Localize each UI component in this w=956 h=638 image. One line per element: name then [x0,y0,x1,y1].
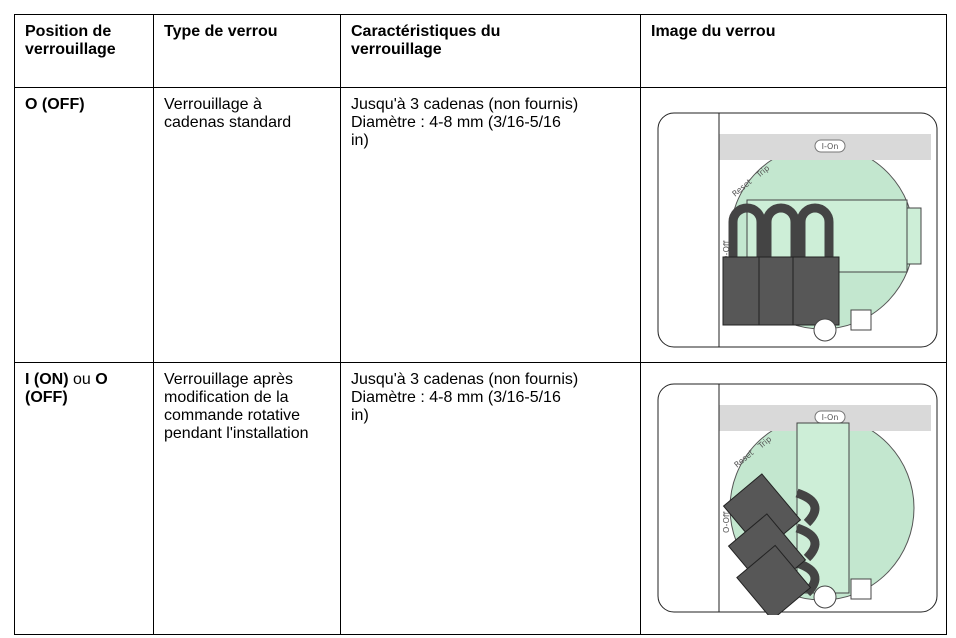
image-label: I-On [822,142,839,151]
header-cell: Caractéristiques du verrouillage [340,14,641,88]
position: O (OFF) [25,96,85,113]
header-cell: Type de verrou [153,14,341,88]
handle-tip [906,207,922,265]
feature: Jusqu'à 3 cadenas (non fournis) [351,371,579,388]
cell: Verrouillage après modification de la co… [153,362,341,635]
lock-type: Verrouillage à cadenas standard [164,96,292,131]
square [850,578,872,600]
lock-image: I-On Reset Trip O-Off [657,112,938,348]
shackles [728,203,834,262]
position: O (OFF) [25,371,108,406]
cell: Jusqu'à 3 cadenas (non fournis) Diamètre … [340,87,641,363]
image-cell: I-On Reset Trip O-Off [640,362,947,635]
lock-table: Position de verrouillage Type de verrou … [14,14,947,635]
header-row: Position de verrouillage Type de verrou … [14,14,947,88]
knob [813,318,837,342]
table-row: I (ON) ou O (OFF) Verrouillage après mod… [14,362,947,635]
cell: I (ON) ou O (OFF) [14,362,154,635]
image-label: O-Off [722,511,731,533]
square [850,309,872,331]
shackles [795,488,820,597]
padlocks [722,256,840,326]
header-cell: Image du verrou [640,14,947,88]
feature: Diamètre : 4-8 mm (3/16-5/16 in) [351,114,561,149]
cell: Jusqu'à 3 cadenas (non fournis) Diamètre … [340,362,641,635]
position: ou [73,371,91,388]
image-label: I-On [822,413,839,422]
cell: O (OFF) [14,87,154,363]
badge [814,139,846,153]
image-label: O-Off [722,240,731,262]
lock-type: Verrouillage après modification de la co… [164,371,309,442]
padlocks [722,473,812,621]
table-row: O (OFF) Verrouillage à cadenas standard … [14,87,947,363]
knob [813,585,837,609]
feature: Jusqu'à 3 cadenas (non fournis) [351,96,579,113]
image-cell: I-On Reset Trip O-Off [640,87,947,363]
position: I (ON) [25,371,69,388]
header-cell: Position de verrouillage [14,14,154,88]
lock-image: I-On Reset Trip O-Off [657,383,938,621]
feature: Diamètre : 4-8 mm (3/16-5/16 in) [351,389,561,424]
cell: Verrouillage à cadenas standard [153,87,341,363]
